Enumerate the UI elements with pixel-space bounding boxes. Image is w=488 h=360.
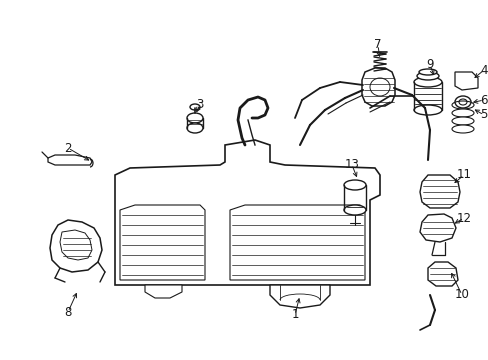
Text: 4: 4 — [479, 63, 487, 77]
Text: 12: 12 — [456, 211, 470, 225]
Polygon shape — [50, 220, 102, 272]
Ellipse shape — [451, 117, 473, 125]
Ellipse shape — [186, 113, 203, 123]
Ellipse shape — [451, 109, 473, 117]
Ellipse shape — [343, 180, 365, 190]
Text: 13: 13 — [344, 158, 359, 171]
Text: 3: 3 — [196, 99, 203, 112]
Polygon shape — [419, 175, 459, 208]
Text: 11: 11 — [456, 168, 470, 181]
Polygon shape — [115, 140, 379, 285]
Text: 6: 6 — [479, 94, 487, 107]
Text: 9: 9 — [426, 58, 433, 72]
Text: 5: 5 — [479, 108, 487, 122]
Ellipse shape — [451, 101, 473, 109]
Ellipse shape — [418, 69, 436, 75]
Text: 7: 7 — [373, 39, 381, 51]
Polygon shape — [419, 214, 455, 242]
Ellipse shape — [343, 205, 365, 215]
Ellipse shape — [190, 104, 200, 110]
Ellipse shape — [413, 105, 441, 115]
Text: 10: 10 — [454, 288, 468, 302]
Ellipse shape — [416, 72, 438, 80]
Text: 8: 8 — [64, 306, 72, 319]
Text: 2: 2 — [64, 141, 72, 154]
Polygon shape — [427, 262, 457, 286]
Polygon shape — [269, 285, 329, 308]
Ellipse shape — [451, 125, 473, 133]
Polygon shape — [145, 285, 182, 298]
Text: 1: 1 — [291, 309, 298, 321]
Ellipse shape — [186, 123, 203, 133]
Polygon shape — [361, 68, 394, 106]
Ellipse shape — [413, 77, 441, 87]
